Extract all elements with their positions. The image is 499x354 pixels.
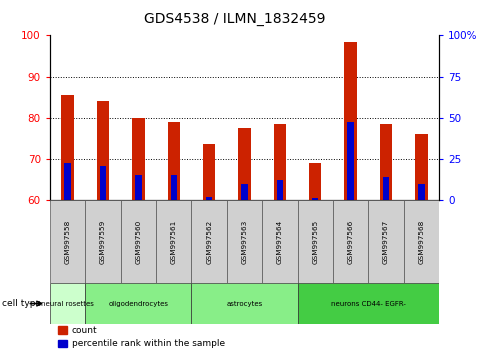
Bar xyxy=(50,283,85,324)
Text: oligodendrocytes: oligodendrocytes xyxy=(108,301,168,307)
Bar xyxy=(380,124,392,200)
Text: GSM997567: GSM997567 xyxy=(383,219,389,264)
Text: GSM997561: GSM997561 xyxy=(171,219,177,264)
Text: cell type: cell type xyxy=(2,299,41,308)
Bar xyxy=(297,200,333,283)
Bar xyxy=(344,41,357,200)
Bar xyxy=(242,183,248,200)
Bar xyxy=(156,200,192,283)
Text: GSM997564: GSM997564 xyxy=(277,219,283,264)
Bar xyxy=(347,122,354,200)
Text: GSM997568: GSM997568 xyxy=(419,219,425,264)
Bar xyxy=(333,200,368,283)
Text: GSM997559: GSM997559 xyxy=(100,219,106,264)
Bar xyxy=(277,180,283,200)
Text: GSM997560: GSM997560 xyxy=(135,219,141,264)
Text: GSM997563: GSM997563 xyxy=(242,219,248,264)
Bar xyxy=(135,175,142,200)
Bar xyxy=(262,200,297,283)
Bar xyxy=(97,101,109,200)
Bar xyxy=(85,283,192,324)
Bar xyxy=(415,134,428,200)
Bar xyxy=(192,200,227,283)
Text: GSM997565: GSM997565 xyxy=(312,219,318,264)
Bar xyxy=(132,118,145,200)
Bar xyxy=(312,198,318,200)
Text: neurons CD44- EGFR-: neurons CD44- EGFR- xyxy=(331,301,406,307)
Bar xyxy=(100,166,106,200)
Bar xyxy=(297,283,439,324)
Bar xyxy=(404,200,439,283)
Text: neural rosettes: neural rosettes xyxy=(41,301,94,307)
Bar xyxy=(64,163,71,200)
Text: GDS4538 / ILMN_1832459: GDS4538 / ILMN_1832459 xyxy=(144,12,325,27)
Bar xyxy=(239,128,250,200)
Bar xyxy=(61,95,74,200)
Bar xyxy=(85,200,121,283)
Bar xyxy=(368,200,404,283)
Text: GSM997566: GSM997566 xyxy=(348,219,354,264)
Bar xyxy=(203,144,216,200)
Bar xyxy=(273,124,286,200)
Bar xyxy=(171,175,177,200)
Text: GSM997558: GSM997558 xyxy=(64,219,70,264)
Legend: count, percentile rank within the sample: count, percentile rank within the sample xyxy=(54,322,229,352)
Bar xyxy=(50,200,85,283)
Bar xyxy=(192,283,297,324)
Bar xyxy=(206,197,212,200)
Bar xyxy=(121,200,156,283)
Bar xyxy=(383,177,389,200)
Text: astrocytes: astrocytes xyxy=(227,301,262,307)
Bar xyxy=(418,183,425,200)
Bar xyxy=(309,163,321,200)
Bar xyxy=(227,200,262,283)
Bar xyxy=(168,122,180,200)
Text: GSM997562: GSM997562 xyxy=(206,219,212,264)
